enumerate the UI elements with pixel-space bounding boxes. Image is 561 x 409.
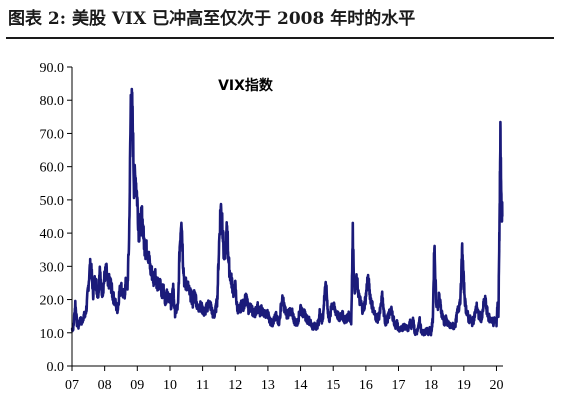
y-tick-label: 20.0 xyxy=(40,294,65,309)
y-tick-label: 90.0 xyxy=(40,61,65,76)
x-tick-label: 07 xyxy=(65,378,79,393)
x-tick-label: 14 xyxy=(294,378,308,393)
chart-title: VIX指数 xyxy=(218,77,274,94)
x-tick-label: 10 xyxy=(163,378,177,393)
x-tick-label: 15 xyxy=(326,378,340,393)
figure-title: 图表 2: 美股 VIX 已冲高至仅次于 2008 年时的水平 xyxy=(8,9,416,29)
title-rule xyxy=(6,37,554,39)
series-layer xyxy=(70,87,504,337)
x-tick-label: 16 xyxy=(359,378,373,393)
x-tick-label: 12 xyxy=(228,378,242,393)
y-tick-label: 30.0 xyxy=(40,260,65,275)
x-tick-label: 18 xyxy=(424,378,438,393)
y-tick-label: 60.0 xyxy=(40,161,65,176)
y-tick-label: 80.0 xyxy=(40,94,65,109)
x-tick-label: 08 xyxy=(98,378,112,393)
series-line-vix xyxy=(70,87,504,337)
y-tick-label: 0.0 xyxy=(47,360,65,375)
x-axis-ticks: 07 08 09 10 11 12 13 14 15 16 17 18 19 20 xyxy=(65,366,503,393)
x-tick-label: 20 xyxy=(489,378,503,393)
y-tick-label: 10.0 xyxy=(40,327,65,342)
x-tick-label: 09 xyxy=(130,378,144,393)
y-tick-label: 40.0 xyxy=(40,227,65,242)
x-tick-label: 13 xyxy=(261,378,275,393)
y-axis-ticks: 0.0 10.0 20.0 30.0 40.0 50.0 60.0 70.0 80.0 90.0 xyxy=(40,61,72,375)
x-tick-label: 19 xyxy=(457,378,471,393)
x-tick-label: 11 xyxy=(196,378,209,393)
x-tick-label: 17 xyxy=(392,378,406,393)
y-tick-label: 50.0 xyxy=(40,194,65,209)
y-tick-label: 70.0 xyxy=(40,127,65,142)
